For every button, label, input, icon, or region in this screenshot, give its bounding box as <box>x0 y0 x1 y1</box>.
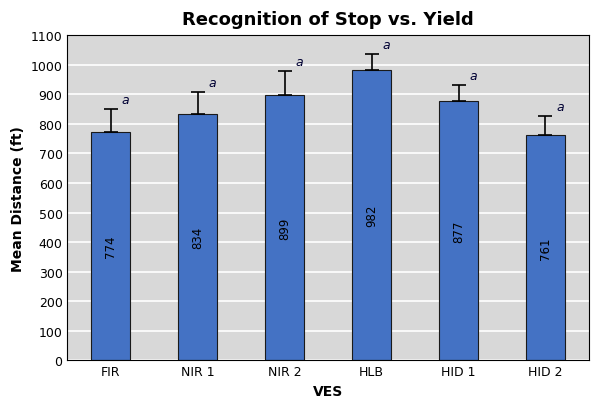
Bar <box>178 115 217 361</box>
Text: a: a <box>556 101 564 114</box>
Bar <box>439 102 478 361</box>
Title: Recognition of Stop vs. Yield: Recognition of Stop vs. Yield <box>182 11 474 29</box>
Bar <box>526 136 565 361</box>
Text: 877: 877 <box>452 220 465 243</box>
Bar <box>352 71 391 361</box>
Text: 982: 982 <box>365 204 378 227</box>
X-axis label: VES: VES <box>313 384 343 398</box>
Y-axis label: Mean Distance (ft): Mean Distance (ft) <box>11 126 25 271</box>
Text: a: a <box>295 56 303 69</box>
Text: 834: 834 <box>191 227 204 249</box>
Text: a: a <box>382 39 390 52</box>
Bar <box>91 132 130 361</box>
Text: a: a <box>209 76 216 90</box>
Text: 761: 761 <box>539 237 552 260</box>
Text: 899: 899 <box>278 217 291 239</box>
Text: a: a <box>122 94 129 107</box>
Text: a: a <box>469 70 477 83</box>
Bar <box>265 95 304 361</box>
Text: 774: 774 <box>104 235 118 258</box>
